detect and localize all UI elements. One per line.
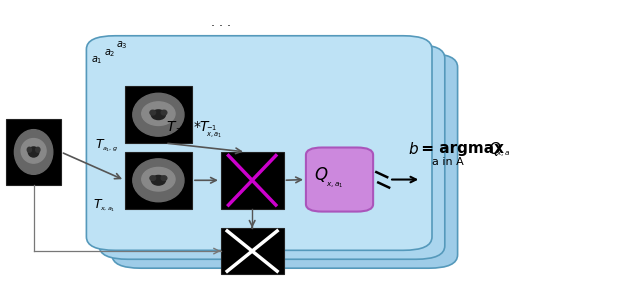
Text: $a_2$: $a_2$ [104,47,115,59]
Ellipse shape [28,147,39,157]
Text: $^{-1}_{a_1,g}$: $^{-1}_{a_1,g}$ [175,124,191,140]
Text: $T$: $T$ [93,198,103,211]
Ellipse shape [150,176,156,181]
Ellipse shape [21,139,46,163]
Ellipse shape [142,167,175,191]
Text: $T$: $T$ [166,120,178,134]
Bar [221,228,284,274]
Bar [125,152,192,209]
Ellipse shape [152,110,165,119]
Text: $_{x,a_1}$: $_{x,a_1}$ [326,180,344,190]
Text: a in A: a in A [432,157,464,167]
Text: = argmax: = argmax [416,142,509,156]
Ellipse shape [161,110,167,115]
FancyBboxPatch shape [86,36,432,250]
Ellipse shape [142,102,175,125]
Text: $a_3$: $a_3$ [116,40,128,52]
Ellipse shape [133,93,184,136]
Text: $Q$: $Q$ [314,165,328,184]
FancyBboxPatch shape [112,54,458,268]
Bar [6,119,61,185]
Text: $*T$: $*T$ [193,120,212,134]
Text: $T$: $T$ [95,138,105,151]
Ellipse shape [152,176,165,185]
Text: $^{-1}_{x,a_1}$: $^{-1}_{x,a_1}$ [206,124,222,140]
Text: $_{a_1,g}$: $_{a_1,g}$ [102,145,118,154]
Text: $_{x,a_1}$: $_{x,a_1}$ [100,205,115,214]
Ellipse shape [28,147,31,152]
FancyBboxPatch shape [99,45,445,259]
FancyBboxPatch shape [306,148,373,212]
Text: $b$: $b$ [408,141,419,157]
Bar [125,86,192,143]
Text: $a_1$: $a_1$ [91,55,102,66]
Text: $_{x,a}$: $_{x,a}$ [496,149,510,159]
Ellipse shape [150,110,156,115]
Ellipse shape [36,147,40,152]
Text: . . .: . . . [211,16,231,29]
Bar [221,152,284,209]
Ellipse shape [133,159,184,202]
Ellipse shape [161,176,167,181]
Text: $Q$: $Q$ [488,140,501,158]
Ellipse shape [15,130,52,174]
